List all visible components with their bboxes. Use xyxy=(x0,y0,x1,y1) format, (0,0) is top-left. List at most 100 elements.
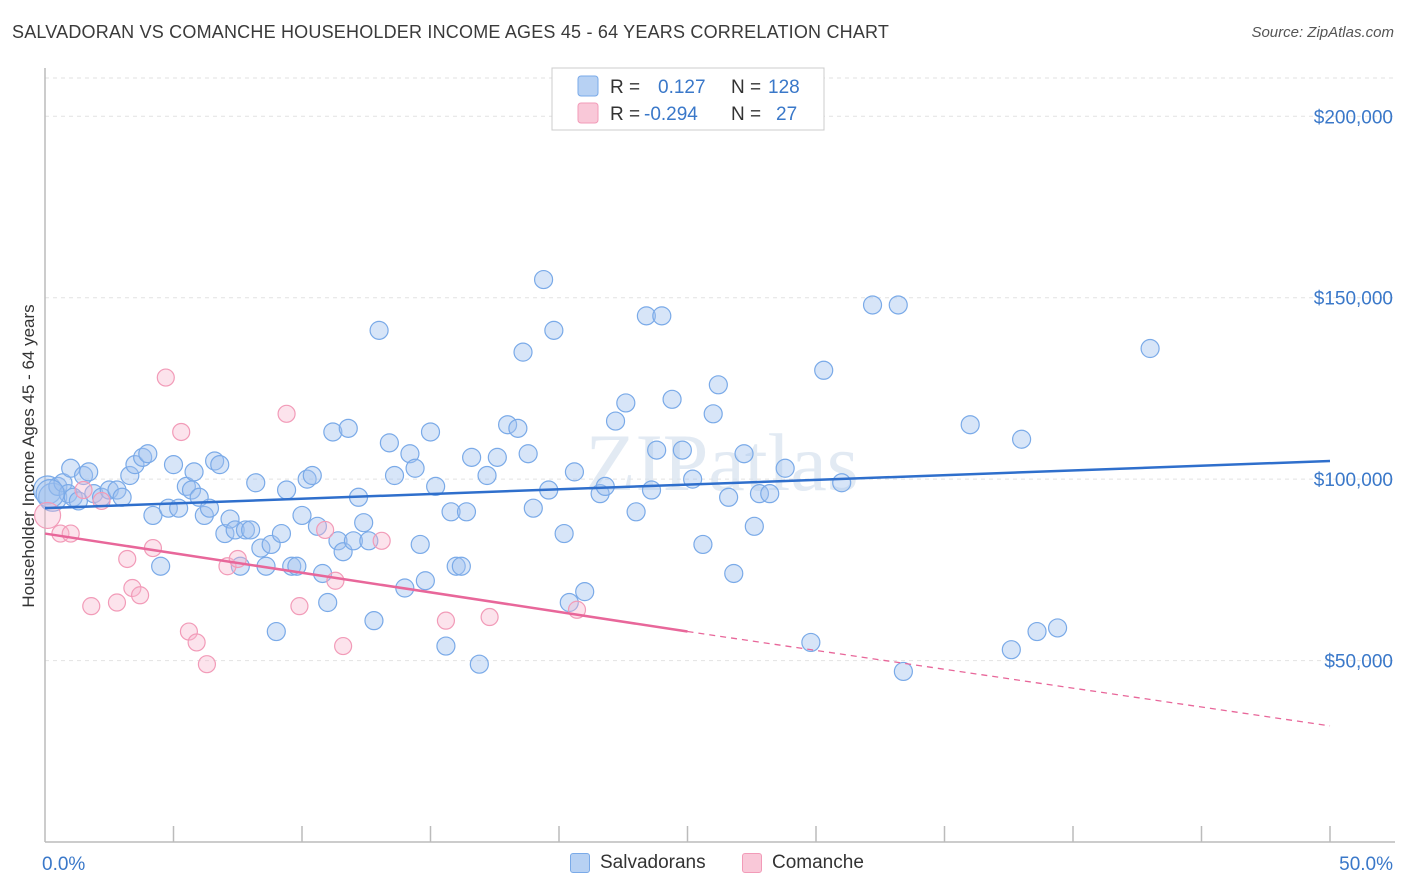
salvadorans-point-31 xyxy=(210,455,230,475)
salvadorans-point-121 xyxy=(960,415,980,435)
salvadorans-point-102 xyxy=(662,389,682,409)
salvadorans-point-22 xyxy=(163,455,184,475)
comanche-point-11 xyxy=(156,368,175,387)
salvadorans-point-42 xyxy=(266,621,286,642)
salvadorans-point-119 xyxy=(888,295,908,315)
axes xyxy=(44,68,1395,843)
salvadorans-point-75 xyxy=(451,556,471,576)
y-tick-label-1: $100,000 xyxy=(1314,470,1393,491)
salvadorans-point-70 xyxy=(420,422,441,442)
salvadorans-point-92 xyxy=(559,592,579,613)
comanche-point-4 xyxy=(82,597,101,616)
comanche-point-19 xyxy=(290,597,309,616)
salvadorans-point-36 xyxy=(235,520,256,540)
salvadorans-point-95 xyxy=(605,411,626,431)
salvadorans-point-84 xyxy=(518,444,538,464)
legend-swatch-salvadorans-bottom xyxy=(570,853,590,873)
salvadorans-point-90 xyxy=(564,462,585,482)
salvadorans-point-96 xyxy=(616,393,636,413)
salvadorans-point-117 xyxy=(832,473,852,493)
comanche-point-22 xyxy=(334,636,353,656)
comanche-point-3 xyxy=(74,480,93,500)
salvadorans-point-78 xyxy=(469,654,489,674)
salvadorans-point-103 xyxy=(672,440,692,460)
x-tick-label-0: 0.0% xyxy=(42,854,85,875)
salvadorans-point-19 xyxy=(143,505,163,526)
legend-item-salvadorans[interactable]: Salvadorans xyxy=(570,852,706,874)
salvadorans-point-79 xyxy=(477,465,497,486)
legend-r-value-1: 0.127 xyxy=(658,77,706,98)
salvadorans-point-105 xyxy=(693,534,713,555)
salvadorans-point-110 xyxy=(734,444,754,464)
salvadorans-point-113 xyxy=(760,484,780,504)
salvadorans-point-91 xyxy=(575,582,595,602)
salvadorans-point-111 xyxy=(744,516,764,536)
comanche-point-8 xyxy=(123,578,142,598)
salvadorans-point-47 xyxy=(292,505,312,526)
legend-n-value-1: 128 xyxy=(768,77,800,98)
x-tick-label-1: 50.0% xyxy=(1339,854,1393,875)
salvadorans-point-16 xyxy=(125,455,145,475)
salvadorans-trend-line xyxy=(44,459,1331,510)
salvadorans-point-100 xyxy=(641,480,662,500)
legend-item-comanche[interactable]: Comanche xyxy=(742,852,864,874)
comanche-point-20 xyxy=(316,520,335,540)
y-axis-label: Householder Income Ages 45 - 64 years xyxy=(19,304,38,607)
legend-r-label-2: R = xyxy=(610,104,640,125)
y-tick-label-3: $200,000 xyxy=(1314,107,1393,128)
salvadorans-point-76 xyxy=(456,502,477,522)
salvadorans-point-101 xyxy=(652,306,672,326)
salvadorans-point-57 xyxy=(343,531,363,551)
chart-title: SALVADORAN VS COMANCHE HOUSEHOLDER INCOM… xyxy=(12,22,890,42)
legend-swatch-comanche xyxy=(577,102,599,124)
salvadorans-point-125 xyxy=(1047,618,1068,638)
salvadorans-point-62 xyxy=(369,320,389,340)
salvadorans-point-97 xyxy=(626,502,646,522)
salvadorans-point-54 xyxy=(328,531,348,551)
salvadorans-point-18 xyxy=(138,444,158,464)
salvadorans-point-115 xyxy=(801,632,821,653)
comanche-point-0 xyxy=(33,501,62,530)
salvadorans-point-82 xyxy=(508,418,528,438)
salvadorans-point-120 xyxy=(893,661,913,682)
salvadorans-point-77 xyxy=(462,447,482,467)
salvadorans-point-89 xyxy=(554,523,574,544)
trend-lines xyxy=(44,459,1331,727)
salvadorans-point-112 xyxy=(749,484,770,504)
comanche-trend-line xyxy=(44,532,688,633)
salvadorans-point-98 xyxy=(636,306,656,326)
salvadorans-point-86 xyxy=(533,269,554,290)
salvadorans-point-15 xyxy=(120,465,140,486)
salvadorans-point-80 xyxy=(487,447,507,467)
salvadorans-point-114 xyxy=(775,458,795,478)
comanche-point-21 xyxy=(326,571,345,590)
comanche-point-7 xyxy=(118,549,137,569)
salvadorans-point-99 xyxy=(647,440,667,460)
salvadorans-point-72 xyxy=(436,636,456,656)
salvadorans-point-63 xyxy=(379,433,399,453)
salvadorans-point-56 xyxy=(338,418,358,438)
comanche-point-6 xyxy=(107,593,127,612)
salvadorans-point-38 xyxy=(246,473,266,493)
source-label: Source: ZipAtlas.com xyxy=(1251,24,1394,41)
salvadorans-point-48 xyxy=(297,469,317,489)
legend-label-salvadorans: Salvadorans xyxy=(600,852,706,873)
salvadorans-point-123 xyxy=(1011,429,1032,449)
comanche-point-23 xyxy=(372,531,391,550)
y-tick-labels: $50,000 $100,000 $150,000 $200,000 xyxy=(1314,107,1393,672)
comanche-point-12 xyxy=(172,422,191,442)
salvadorans-point-26 xyxy=(184,462,204,482)
salvadorans-point-30 xyxy=(205,451,225,471)
salvadorans-point-124 xyxy=(1027,621,1047,642)
salvadorans-point-53 xyxy=(323,422,343,442)
salvadorans-point-52 xyxy=(318,592,338,613)
comanche-trend-extension xyxy=(687,630,1331,727)
comanche-point-9 xyxy=(130,586,150,605)
watermark: ZIPatlas xyxy=(585,417,858,508)
legend-r-value-2: -0.294 xyxy=(644,104,698,125)
salvadorans-point-71 xyxy=(426,476,446,496)
salvadorans-point-68 xyxy=(410,534,430,555)
legend-label-comanche: Comanche xyxy=(772,852,864,873)
salvadorans-point-39 xyxy=(251,538,271,558)
